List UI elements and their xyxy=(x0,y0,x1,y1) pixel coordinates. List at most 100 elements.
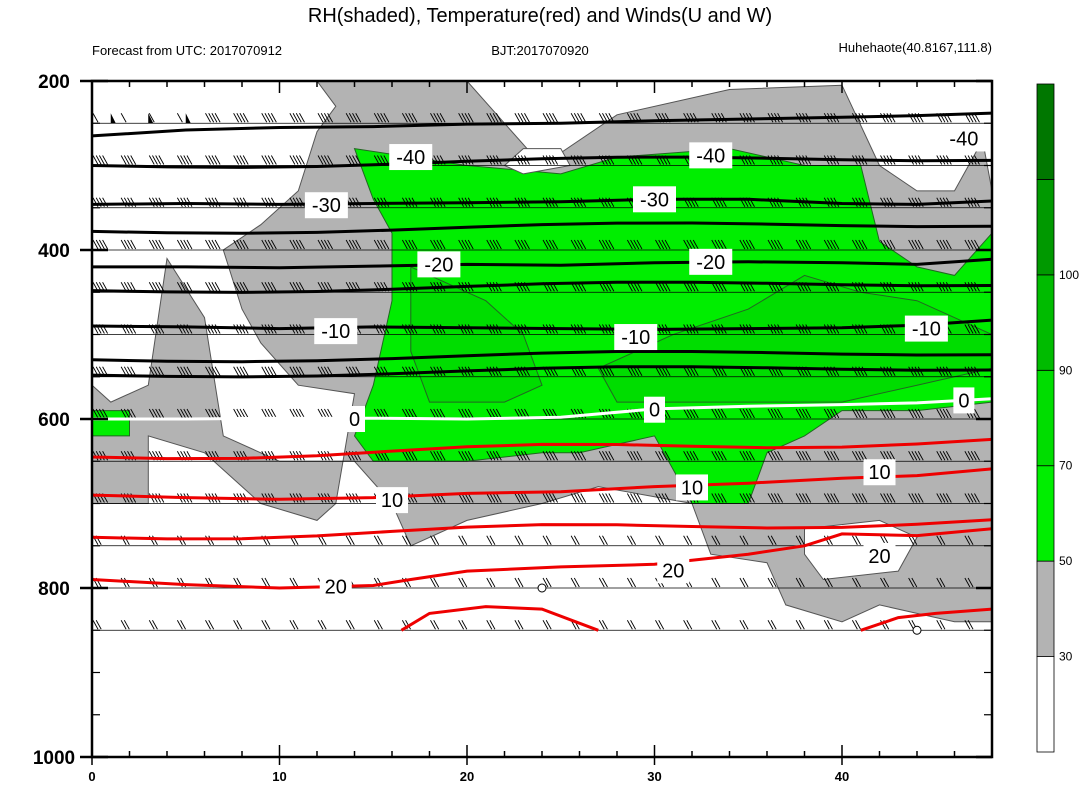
wind-barb-tick xyxy=(830,451,837,461)
wind-barb-tick xyxy=(289,282,296,292)
wind-barb-tick xyxy=(742,451,749,461)
wind-barb-tick xyxy=(205,408,211,419)
contour-label-box xyxy=(614,324,658,351)
wind-barb-tick xyxy=(239,282,246,292)
wind-barb-tick xyxy=(152,620,158,630)
wind-barb-tick xyxy=(580,113,587,123)
wind-barb-tick xyxy=(205,366,211,376)
wind-barb-tick xyxy=(851,493,858,503)
wind-barb-tick xyxy=(598,451,605,461)
wind-barb-tick xyxy=(996,325,1001,334)
wind-barb-tick xyxy=(267,282,274,292)
wind-barb-tick xyxy=(795,493,802,503)
wind-barb-tick xyxy=(993,367,998,376)
wind-barb-tick xyxy=(767,535,774,545)
wind-barb-tick xyxy=(236,408,243,419)
temperature-contour-25b xyxy=(860,607,992,632)
wind-barb-tick xyxy=(183,366,190,376)
y-tick-label: 1000 xyxy=(33,748,75,769)
x-tick-label: 20 xyxy=(460,769,474,784)
wind-barb-tick xyxy=(570,493,577,503)
wind-barb-tick xyxy=(208,113,215,123)
wind-barb-tick xyxy=(661,366,668,376)
wind-barb-tick xyxy=(411,451,418,461)
wind-barb-tick xyxy=(598,535,605,545)
wind-barb-tick xyxy=(608,451,615,461)
wind-barb-tick xyxy=(345,155,352,165)
wind-barb-tick xyxy=(348,535,355,545)
colorbar-label: 50 xyxy=(1059,554,1073,568)
temperature-contour--20 xyxy=(92,257,992,270)
wind-barb-tick xyxy=(767,408,774,419)
contour-label: -30 xyxy=(312,195,341,217)
wind-barb-tick xyxy=(373,620,380,630)
wind-barb-tick xyxy=(626,577,633,588)
wind-barb-tick xyxy=(767,620,774,630)
wind-barb-tick xyxy=(883,408,890,419)
wind-barb-tick xyxy=(492,493,499,503)
wind-barb-tick xyxy=(967,493,974,503)
wind-barb-tick xyxy=(236,239,243,250)
wind-barb-tick xyxy=(570,113,577,123)
wind-barb-tick xyxy=(742,620,749,630)
wind-barb-tick xyxy=(993,113,998,122)
wind-barb-tick xyxy=(880,620,886,630)
wind-barb-tick xyxy=(317,113,324,123)
wind-barb-tick xyxy=(127,155,133,165)
wind-barb-tick xyxy=(664,366,671,376)
contour-label-box xyxy=(319,573,352,600)
wind-barb-tick xyxy=(127,239,133,250)
temperature-contour--40 xyxy=(92,111,992,138)
wind-barb-tick xyxy=(299,408,305,419)
wind-barb-tick xyxy=(295,408,302,419)
wind-barb-tick xyxy=(130,282,137,292)
wind-barb-tick xyxy=(120,239,127,250)
wind-barb-tick xyxy=(686,408,693,419)
contour-label-box xyxy=(863,542,896,569)
wind-barb-tick xyxy=(430,620,436,630)
wind-barb-tick xyxy=(633,239,640,250)
x-axis: 0 10 20 30 40 xyxy=(88,81,993,784)
wind-barb-tick xyxy=(264,239,271,250)
wind-barb-tick xyxy=(148,113,155,123)
wind-barb-tick xyxy=(292,155,299,165)
wind-barb-tick xyxy=(345,239,352,250)
wind-barb-tick xyxy=(774,493,780,503)
contour-label: 0 xyxy=(649,400,660,422)
wind-barb-tick xyxy=(626,620,633,630)
wind-barb-tick xyxy=(545,577,552,588)
wind-barb-tick xyxy=(602,493,608,503)
wind-barb-tick xyxy=(714,493,721,503)
wind-barb-tick xyxy=(458,577,465,588)
temperature-contour-minor xyxy=(92,350,992,364)
colorbar-segment xyxy=(1036,465,1055,562)
wind-barb-tick xyxy=(430,535,436,545)
wind-barb-tick xyxy=(689,408,696,419)
left-string: Forecast from UTC: 2017070912 xyxy=(92,43,282,58)
wind-barb-tick xyxy=(467,451,474,461)
wind-barb-tick xyxy=(239,408,246,419)
wind-barb-tick xyxy=(664,451,671,461)
wind-barb-tick xyxy=(658,451,665,461)
wind-barb-row xyxy=(92,366,998,376)
wind-barb-tick xyxy=(317,408,324,419)
wind-barb-tick xyxy=(889,408,896,419)
wind-barb-tick xyxy=(573,451,580,461)
wind-barb-tick xyxy=(405,535,411,545)
wind-barb-tick xyxy=(211,282,218,292)
wind-barb-tick xyxy=(967,239,974,250)
wind-barb-tick xyxy=(717,239,724,250)
wind-barb-tick xyxy=(602,535,608,545)
wind-barb-tick xyxy=(214,113,221,123)
wind-barb-tick xyxy=(889,239,896,250)
wind-barb-tick xyxy=(461,535,468,545)
wind-barb-tick xyxy=(996,578,1001,587)
wind-barb-tick xyxy=(993,156,998,165)
wind-barb-tick xyxy=(914,408,921,419)
wind-barb-tick xyxy=(320,155,327,165)
wind-barb-tick xyxy=(352,155,358,165)
wind-barb-tick xyxy=(430,239,436,250)
wind-barb-tick xyxy=(461,239,468,250)
wind-barb-tick xyxy=(993,451,998,460)
